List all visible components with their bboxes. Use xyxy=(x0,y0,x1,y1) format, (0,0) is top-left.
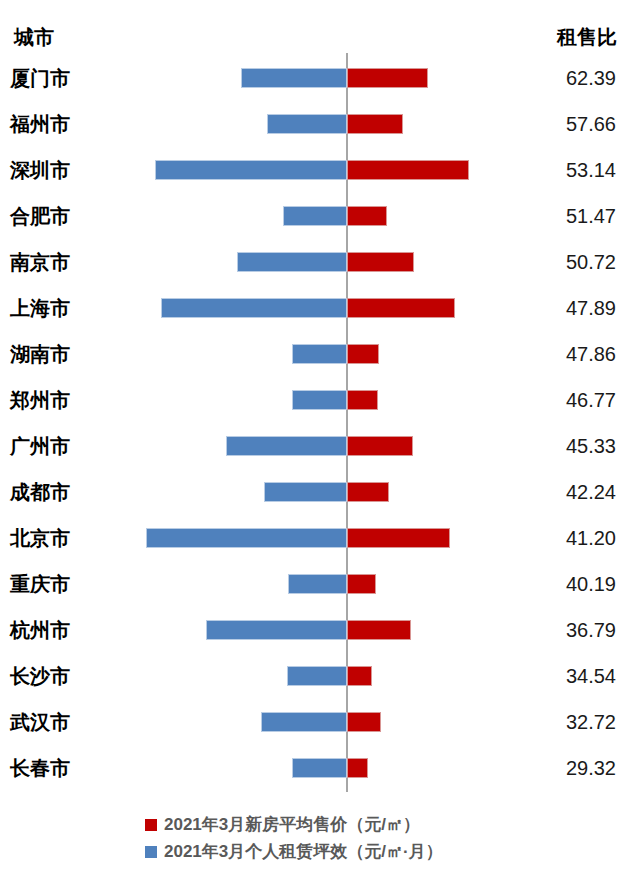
city-label: 长春市 xyxy=(10,745,70,791)
rent-bar xyxy=(146,528,347,548)
ratio-value: 36.79 xyxy=(506,607,616,653)
sale-bar xyxy=(347,436,413,456)
city-label: 南京市 xyxy=(10,239,70,285)
rent-bar xyxy=(292,390,347,410)
ratio-column-header: 租售比 xyxy=(557,24,617,51)
city-label: 合肥市 xyxy=(10,193,70,239)
city-column-header: 城市 xyxy=(14,24,54,51)
chart-row: 广州市 45.33 xyxy=(0,423,628,469)
chart-row: 重庆市 40.19 xyxy=(0,561,628,607)
legend: 2021年3月新房平均售价（元/㎡） 2021年3月个人租赁坪效（元/㎡·月） xyxy=(145,811,443,865)
rent-bar xyxy=(226,436,347,456)
legend-label: 2021年3月新房平均售价（元/㎡） xyxy=(164,813,420,836)
ratio-value: 47.86 xyxy=(506,331,616,377)
ratio-value: 42.24 xyxy=(506,469,616,515)
sale-bar xyxy=(347,252,414,272)
ratio-value: 41.20 xyxy=(506,515,616,561)
sale-bar xyxy=(347,68,428,88)
city-label: 湖南市 xyxy=(10,331,70,377)
rent-bar xyxy=(206,620,347,640)
ratio-value: 57.66 xyxy=(506,101,616,147)
ratio-value: 46.77 xyxy=(506,377,616,423)
city-label: 武汉市 xyxy=(10,699,70,745)
sale-bar xyxy=(347,298,455,318)
rent-bar xyxy=(241,68,347,88)
city-label: 长沙市 xyxy=(10,653,70,699)
city-label: 广州市 xyxy=(10,423,70,469)
ratio-value: 62.39 xyxy=(506,55,616,101)
chart-row: 武汉市 32.72 xyxy=(0,699,628,745)
city-label: 重庆市 xyxy=(10,561,70,607)
chart-row: 长沙市 34.54 xyxy=(0,653,628,699)
legend-swatch-icon xyxy=(145,846,157,858)
sale-bar xyxy=(347,482,389,502)
chart-row: 厦门市 62.39 xyxy=(0,55,628,101)
sale-bar xyxy=(347,712,381,732)
city-label: 郑州市 xyxy=(10,377,70,423)
chart-row: 上海市 47.89 xyxy=(0,285,628,331)
sale-bar xyxy=(347,666,372,686)
chart-row: 郑州市 46.77 xyxy=(0,377,628,423)
sale-bar xyxy=(347,528,450,548)
chart-row: 湖南市 47.86 xyxy=(0,331,628,377)
legend-item: 2021年3月个人租赁坪效（元/㎡·月） xyxy=(145,838,443,865)
legend-label: 2021年3月个人租赁坪效（元/㎡·月） xyxy=(164,840,443,863)
rent-bar xyxy=(161,298,347,318)
rent-bar xyxy=(287,666,347,686)
ratio-value: 50.72 xyxy=(506,239,616,285)
city-label: 上海市 xyxy=(10,285,70,331)
city-label: 厦门市 xyxy=(10,55,70,101)
legend-item: 2021年3月新房平均售价（元/㎡） xyxy=(145,811,443,838)
city-label: 北京市 xyxy=(10,515,70,561)
sale-bar xyxy=(347,114,403,134)
chart-canvas: 城市 租售比 厦门市62.39福州市57.66深圳市53.14合肥市51.47南… xyxy=(0,0,628,876)
chart-row: 深圳市 53.14 xyxy=(0,147,628,193)
sale-bar xyxy=(347,160,469,180)
rent-bar xyxy=(288,574,347,594)
city-label: 成都市 xyxy=(10,469,70,515)
sale-bar xyxy=(347,206,387,226)
chart-row: 合肥市 51.47 xyxy=(0,193,628,239)
chart-row: 福州市 57.66 xyxy=(0,101,628,147)
city-label: 福州市 xyxy=(10,101,70,147)
rent-bar xyxy=(155,160,347,180)
rent-bar xyxy=(237,252,347,272)
chart-row: 北京市 41.20 xyxy=(0,515,628,561)
chart-row: 杭州市 36.79 xyxy=(0,607,628,653)
chart-row: 南京市 50.72 xyxy=(0,239,628,285)
chart-row: 成都市 42.24 xyxy=(0,469,628,515)
ratio-value: 51.47 xyxy=(506,193,616,239)
rent-bar xyxy=(292,344,347,364)
rent-bar xyxy=(267,114,347,134)
rent-bar xyxy=(292,758,347,778)
ratio-value: 32.72 xyxy=(506,699,616,745)
ratio-value: 34.54 xyxy=(506,653,616,699)
city-label: 深圳市 xyxy=(10,147,70,193)
sale-bar xyxy=(347,390,378,410)
sale-bar xyxy=(347,758,368,778)
ratio-value: 29.32 xyxy=(506,745,616,791)
city-label: 杭州市 xyxy=(10,607,70,653)
sale-bar xyxy=(347,574,376,594)
rent-bar xyxy=(283,206,347,226)
sale-bar xyxy=(347,620,411,640)
rent-bar xyxy=(261,712,347,732)
chart-row: 长春市 29.32 xyxy=(0,745,628,791)
ratio-value: 53.14 xyxy=(506,147,616,193)
ratio-value: 45.33 xyxy=(506,423,616,469)
rent-bar xyxy=(264,482,347,502)
sale-bar xyxy=(347,344,379,364)
legend-swatch-icon xyxy=(145,819,157,831)
ratio-value: 40.19 xyxy=(506,561,616,607)
ratio-value: 47.89 xyxy=(506,285,616,331)
